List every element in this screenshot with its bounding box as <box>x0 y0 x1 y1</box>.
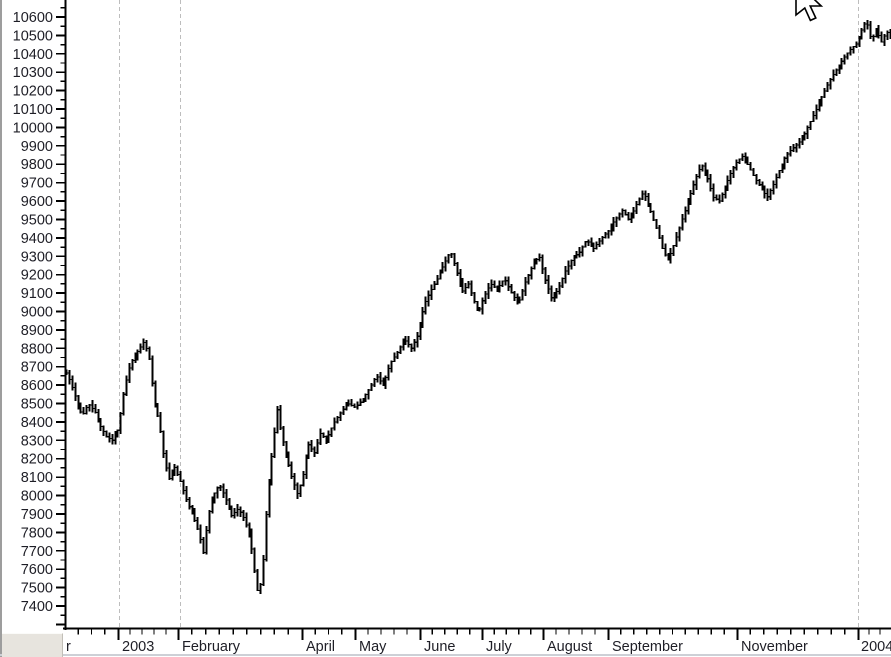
x-axis-label: June <box>424 639 455 655</box>
price-bars <box>65 19 891 595</box>
y-axis-label: 8700 <box>21 360 53 376</box>
y-axis-label: 10200 <box>13 84 53 100</box>
x-axis-label: April <box>306 639 335 655</box>
x-axis: r 2003 February April May June July August Septe… <box>63 627 891 655</box>
y-axis-label: 10600 <box>13 10 53 26</box>
mouse-cursor-icon <box>795 0 824 22</box>
y-axis-label: 9600 <box>21 194 53 210</box>
y-axis-label: 10500 <box>13 28 53 44</box>
y-axis-label: 7600 <box>21 562 53 578</box>
x-axis-label: August <box>547 639 592 655</box>
y-axis-label: 7700 <box>21 544 53 560</box>
x-axis-label: February <box>182 639 241 655</box>
x-axis-label: September <box>612 639 683 655</box>
y-axis-label: 8200 <box>21 452 53 468</box>
y-axis-label: 7400 <box>21 599 53 615</box>
y-axis-label: 7800 <box>21 525 53 541</box>
x-axis-label: 2003 <box>122 639 154 655</box>
y-axis-label: 8100 <box>21 470 53 486</box>
y-axis-label: 8500 <box>21 397 53 413</box>
y-axis-label: 8000 <box>21 489 53 505</box>
y-axis-label: 9100 <box>21 286 53 302</box>
y-axis-label: 10000 <box>13 120 53 136</box>
y-axis-label: 9200 <box>21 268 53 284</box>
y-axis-label: 7500 <box>21 581 53 597</box>
x-axis-label: May <box>359 639 387 655</box>
y-axis-label: 8300 <box>21 433 53 449</box>
x-axis-label: July <box>486 639 513 655</box>
y-axis-label: 7900 <box>21 507 53 523</box>
y-axis-label: 9300 <box>21 249 53 265</box>
window-left-border <box>0 0 2 657</box>
y-axis: 10600 10500 10400 10300 10200 10100 10000 9900 9… <box>13 0 67 630</box>
window-bottom-border <box>0 654 891 656</box>
close-ticks <box>66 23 891 591</box>
x-axis-label: r <box>66 639 71 655</box>
y-axis-label: 9900 <box>21 139 53 155</box>
y-axis-label: 10100 <box>13 102 53 118</box>
y-axis-label: 9400 <box>21 231 53 247</box>
y-axis-label: 9500 <box>21 212 53 228</box>
y-axis-label: 8800 <box>21 341 53 357</box>
y-axis-label: 10400 <box>13 47 53 63</box>
y-axis-label: 10300 <box>13 65 53 81</box>
axis-corner-panel <box>2 633 63 657</box>
y-axis-label: 9000 <box>21 304 53 320</box>
y-axis-label: 8400 <box>21 415 53 431</box>
y-axis-label: 8900 <box>21 323 53 339</box>
y-axis-label: 9800 <box>21 157 53 173</box>
x-axis-label: November <box>741 639 808 655</box>
x-axis-label: 2004 <box>861 639 891 655</box>
y-axis-label: 8600 <box>21 378 53 394</box>
y-axis-label: 9700 <box>21 176 53 192</box>
